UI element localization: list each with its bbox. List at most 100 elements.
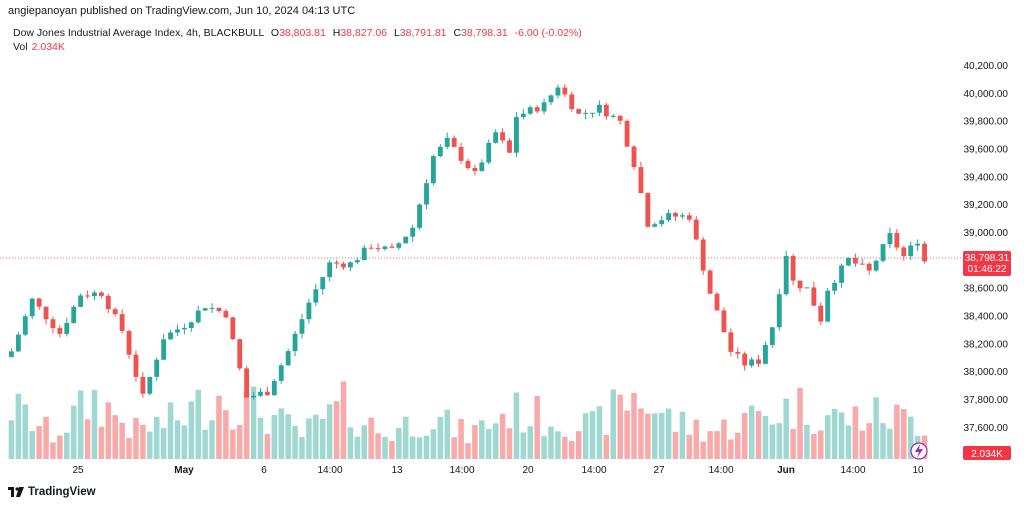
candle[interactable] <box>790 256 796 281</box>
candle[interactable] <box>299 319 305 334</box>
candle[interactable] <box>590 112 595 114</box>
lightning-icon[interactable] <box>910 442 928 460</box>
candle[interactable] <box>424 183 429 205</box>
candle[interactable] <box>36 298 42 307</box>
candle[interactable] <box>92 292 97 296</box>
candle[interactable] <box>859 263 865 265</box>
candle[interactable] <box>839 265 844 283</box>
candle[interactable] <box>154 359 160 377</box>
candle[interactable] <box>472 168 478 172</box>
candle[interactable] <box>105 295 111 310</box>
candle[interactable] <box>493 132 499 143</box>
candle[interactable] <box>216 307 222 312</box>
candle[interactable] <box>548 95 554 103</box>
candle[interactable] <box>57 328 63 334</box>
candle[interactable] <box>292 333 298 352</box>
candle[interactable] <box>341 263 346 268</box>
candle[interactable] <box>22 316 28 335</box>
candle[interactable] <box>195 310 201 323</box>
candle[interactable] <box>686 215 692 220</box>
candle[interactable] <box>313 289 319 303</box>
candle[interactable] <box>783 256 789 295</box>
candle[interactable] <box>251 395 256 398</box>
candle[interactable] <box>693 219 699 240</box>
candle[interactable] <box>514 117 519 153</box>
symbol-name[interactable]: Dow Jones Industrial Average Index, 4h, … <box>13 27 264 39</box>
candle[interactable] <box>721 310 727 333</box>
candle[interactable] <box>852 257 858 264</box>
candle[interactable] <box>209 307 215 309</box>
candle[interactable] <box>797 280 803 289</box>
candle[interactable] <box>922 243 927 262</box>
time-axis[interactable]: 25 May 6 14:00 13 14:00 20 14:00 27 14:00 Jun 14:00… <box>72 465 924 476</box>
candle[interactable] <box>375 248 381 250</box>
candle[interactable] <box>666 213 672 221</box>
candle[interactable] <box>334 262 339 264</box>
candle[interactable] <box>264 391 270 396</box>
candle[interactable] <box>15 334 21 352</box>
candle[interactable] <box>430 156 436 184</box>
candle[interactable] <box>133 354 139 377</box>
candle[interactable] <box>742 353 748 366</box>
candle[interactable] <box>437 146 443 157</box>
candle[interactable] <box>327 262 333 278</box>
candle[interactable] <box>555 87 561 96</box>
candle[interactable] <box>161 339 167 360</box>
candle[interactable] <box>769 327 775 345</box>
candle[interactable] <box>126 330 132 355</box>
candle[interactable] <box>202 308 208 311</box>
candle[interactable] <box>673 213 678 217</box>
candle[interactable] <box>603 104 609 117</box>
candle[interactable] <box>258 391 263 396</box>
candle[interactable] <box>624 120 630 147</box>
candle[interactable] <box>147 376 153 394</box>
candle[interactable] <box>541 102 547 112</box>
candle[interactable] <box>680 215 685 217</box>
candle[interactable] <box>230 317 236 340</box>
candle[interactable] <box>617 115 623 121</box>
candle[interactable] <box>832 282 838 291</box>
candle[interactable] <box>354 260 360 263</box>
candle[interactable] <box>181 328 187 330</box>
candle[interactable] <box>119 314 125 331</box>
candle[interactable] <box>583 112 589 114</box>
candle[interactable] <box>534 107 540 112</box>
candle[interactable] <box>631 146 637 168</box>
candle[interactable] <box>908 245 914 257</box>
candle[interactable] <box>361 247 367 261</box>
candle[interactable] <box>71 306 77 323</box>
candle[interactable] <box>707 270 713 294</box>
candle[interactable] <box>763 344 768 364</box>
candle[interactable] <box>85 295 90 297</box>
candle[interactable] <box>64 322 70 334</box>
candle[interactable] <box>29 298 35 317</box>
candle[interactable] <box>237 339 243 369</box>
candle[interactable] <box>749 359 755 366</box>
candle[interactable] <box>825 290 831 322</box>
candle[interactable] <box>901 247 907 257</box>
candle[interactable] <box>140 376 146 394</box>
candle[interactable] <box>479 162 485 172</box>
candle[interactable] <box>382 246 388 250</box>
candle[interactable] <box>520 113 526 118</box>
candle[interactable] <box>887 233 893 245</box>
candle[interactable] <box>410 227 416 237</box>
candle[interactable] <box>638 167 644 194</box>
candle[interactable] <box>175 329 180 333</box>
candle[interactable] <box>804 287 810 289</box>
candle[interactable] <box>368 247 374 249</box>
candle[interactable] <box>486 142 492 163</box>
candle[interactable] <box>700 239 706 271</box>
candle[interactable] <box>756 359 761 364</box>
candle[interactable] <box>98 292 104 296</box>
candle[interactable] <box>50 319 56 329</box>
candle[interactable] <box>168 332 173 340</box>
candle[interactable] <box>562 87 568 95</box>
candle[interactable] <box>188 322 194 329</box>
candle[interactable] <box>735 351 741 354</box>
candle[interactable] <box>894 233 900 248</box>
candle[interactable] <box>278 365 284 381</box>
candle[interactable] <box>271 380 277 396</box>
candle[interactable] <box>818 305 824 322</box>
